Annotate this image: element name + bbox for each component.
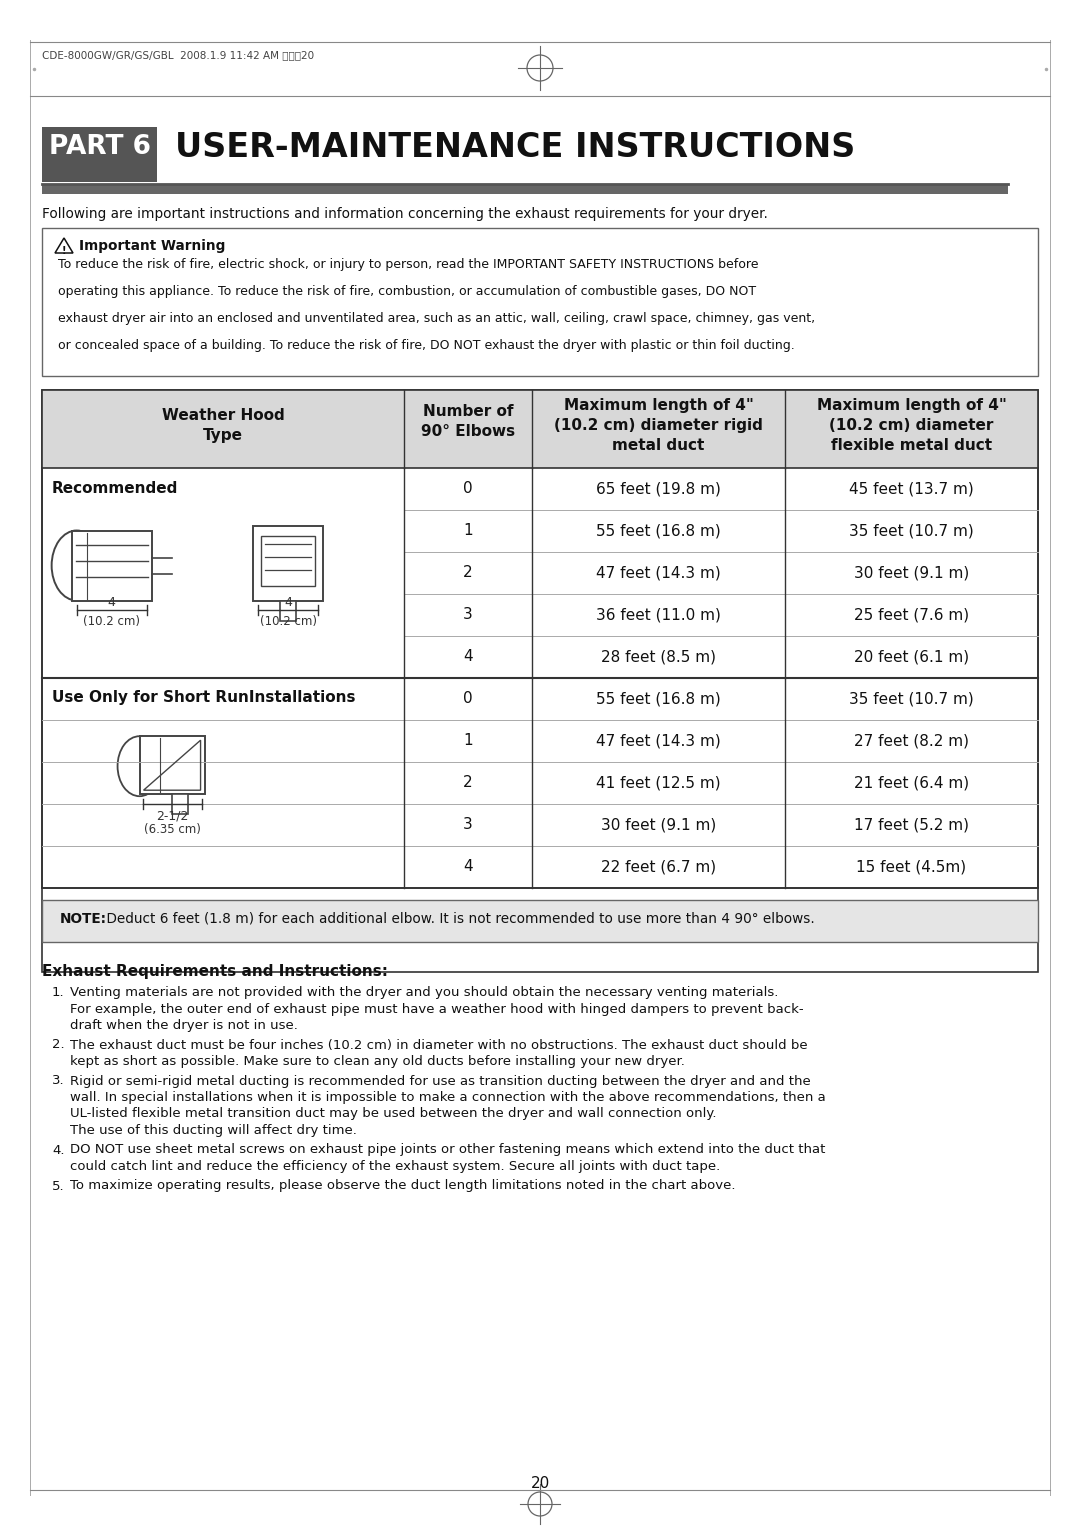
Text: Deduct 6 feet (1.8 m) for each additional elbow. It is not recommended to use mo: Deduct 6 feet (1.8 m) for each additiona… xyxy=(102,912,814,926)
Text: 47 feet (14.3 m): 47 feet (14.3 m) xyxy=(596,565,720,581)
Text: (6.35 cm): (6.35 cm) xyxy=(144,824,201,836)
Text: 2.: 2. xyxy=(52,1039,65,1051)
Text: 15 feet (4.5m): 15 feet (4.5m) xyxy=(856,859,967,874)
Text: 45 feet (13.7 m): 45 feet (13.7 m) xyxy=(849,481,974,497)
Text: USER-MAINTENANCE INSTRUCTIONS: USER-MAINTENANCE INSTRUCTIONS xyxy=(175,131,855,163)
Text: 25 feet (7.6 m): 25 feet (7.6 m) xyxy=(854,607,969,622)
Text: 21 feet (6.4 m): 21 feet (6.4 m) xyxy=(854,775,969,790)
Bar xyxy=(42,127,157,182)
Text: 3: 3 xyxy=(463,607,473,622)
Text: 65 feet (19.8 m): 65 feet (19.8 m) xyxy=(596,481,721,497)
Text: To reduce the risk of fire, electric shock, or injury to person, read the IMPORT: To reduce the risk of fire, electric sho… xyxy=(58,258,758,270)
Bar xyxy=(42,900,1038,941)
Text: draft when the dryer is not in use.: draft when the dryer is not in use. xyxy=(70,1019,298,1031)
Text: 55 feet (16.8 m): 55 feet (16.8 m) xyxy=(596,691,720,706)
Bar xyxy=(261,535,315,585)
Text: could catch lint and reduce the efficiency of the exhaust system. Secure all joi: could catch lint and reduce the efficien… xyxy=(70,1160,720,1174)
Bar xyxy=(280,601,296,620)
Text: Following are important instructions and information concerning the exhaust requ: Following are important instructions and… xyxy=(42,206,768,222)
Text: 0: 0 xyxy=(463,691,473,706)
Text: 20: 20 xyxy=(530,1476,550,1491)
Text: 4: 4 xyxy=(463,859,473,874)
Text: Number of
90° Elbows: Number of 90° Elbows xyxy=(421,403,515,439)
Text: Recommended: Recommended xyxy=(52,481,178,497)
Text: kept as short as possible. Make sure to clean any old ducts before installing yo: kept as short as possible. Make sure to … xyxy=(70,1054,685,1068)
Text: 36 feet (11.0 m): 36 feet (11.0 m) xyxy=(596,607,721,622)
Bar xyxy=(172,795,188,814)
Text: For example, the outer end of exhaust pipe must have a weather hood with hinged : For example, the outer end of exhaust pi… xyxy=(70,1002,804,1016)
Text: To maximize operating results, please observe the duct length limitations noted : To maximize operating results, please ob… xyxy=(70,1180,735,1192)
Text: 1.: 1. xyxy=(52,986,65,999)
Text: The use of this ducting will affect dry time.: The use of this ducting will affect dry … xyxy=(70,1125,356,1137)
Text: !: ! xyxy=(62,246,66,257)
Bar xyxy=(42,390,1038,888)
Text: 47 feet (14.3 m): 47 feet (14.3 m) xyxy=(596,733,720,749)
Text: The exhaust duct must be four inches (10.2 cm) in diameter with no obstructions.: The exhaust duct must be four inches (10… xyxy=(70,1039,808,1051)
Text: 41 feet (12.5 m): 41 feet (12.5 m) xyxy=(596,775,720,790)
Bar xyxy=(42,228,1038,376)
Text: DO NOT use sheet metal screws on exhaust pipe joints or other fastening means wh: DO NOT use sheet metal screws on exhaust… xyxy=(70,1143,825,1157)
Text: PART 6: PART 6 xyxy=(49,134,151,160)
Text: exhaust dryer air into an enclosed and unventilated area, such as an attic, wall: exhaust dryer air into an enclosed and u… xyxy=(58,312,815,325)
Text: 20 feet (6.1 m): 20 feet (6.1 m) xyxy=(854,649,969,665)
Text: 30 feet (9.1 m): 30 feet (9.1 m) xyxy=(854,565,969,581)
Text: (10.2 cm): (10.2 cm) xyxy=(83,616,140,628)
Bar xyxy=(71,530,151,601)
Text: Important Warning: Important Warning xyxy=(79,238,226,254)
Text: 1: 1 xyxy=(463,523,473,538)
Text: 4: 4 xyxy=(284,596,292,608)
Text: 4: 4 xyxy=(463,649,473,665)
Text: NOTE:: NOTE: xyxy=(60,912,107,926)
Text: Maximum length of 4"
(10.2 cm) diameter
flexible metal duct: Maximum length of 4" (10.2 cm) diameter … xyxy=(816,397,1007,452)
Text: 0: 0 xyxy=(463,481,473,497)
Text: Rigid or semi-rigid metal ducting is recommended for use as transition ducting b: Rigid or semi-rigid metal ducting is rec… xyxy=(70,1074,811,1088)
Bar xyxy=(42,183,1008,194)
Text: Maximum length of 4"
(10.2 cm) diameter rigid
metal duct: Maximum length of 4" (10.2 cm) diameter … xyxy=(554,397,762,452)
Text: Exhaust Requirements and Instructions:: Exhaust Requirements and Instructions: xyxy=(42,964,388,979)
Text: Venting materials are not provided with the dryer and you should obtain the nece: Venting materials are not provided with … xyxy=(70,986,779,999)
Text: UL-listed flexible metal transition duct may be used between the dryer and wall : UL-listed flexible metal transition duct… xyxy=(70,1108,716,1120)
Text: 4: 4 xyxy=(108,596,116,608)
Bar xyxy=(253,526,323,601)
Bar xyxy=(139,736,204,795)
Text: 4.: 4. xyxy=(52,1143,65,1157)
Text: 1: 1 xyxy=(463,733,473,749)
Text: 2: 2 xyxy=(463,565,473,581)
Text: 35 feet (10.7 m): 35 feet (10.7 m) xyxy=(849,523,974,538)
Text: operating this appliance. To reduce the risk of fire, combustion, or accumulatio: operating this appliance. To reduce the … xyxy=(58,286,756,298)
Text: 30 feet (9.1 m): 30 feet (9.1 m) xyxy=(600,817,716,833)
Text: 2-1/2: 2-1/2 xyxy=(156,810,188,822)
Text: wall. In special installations when it is impossible to make a connection with t: wall. In special installations when it i… xyxy=(70,1091,826,1105)
Text: 5.: 5. xyxy=(52,1180,65,1192)
Text: 3: 3 xyxy=(463,817,473,833)
Text: 3.: 3. xyxy=(52,1074,65,1088)
Text: 27 feet (8.2 m): 27 feet (8.2 m) xyxy=(854,733,969,749)
Bar xyxy=(42,390,1038,972)
Text: 35 feet (10.7 m): 35 feet (10.7 m) xyxy=(849,691,974,706)
Text: 17 feet (5.2 m): 17 feet (5.2 m) xyxy=(854,817,969,833)
Text: Weather Hood
Type: Weather Hood Type xyxy=(162,408,284,443)
Text: CDE-8000GW/GR/GS/GBL  2008.1.9 11:42 AM 페이지20: CDE-8000GW/GR/GS/GBL 2008.1.9 11:42 AM 페… xyxy=(42,50,314,60)
Text: 55 feet (16.8 m): 55 feet (16.8 m) xyxy=(596,523,720,538)
Text: 2: 2 xyxy=(463,775,473,790)
Text: 22 feet (6.7 m): 22 feet (6.7 m) xyxy=(600,859,716,874)
Text: (10.2 cm): (10.2 cm) xyxy=(259,616,316,628)
Text: Use Only for Short RunInstallations: Use Only for Short RunInstallations xyxy=(52,691,355,704)
Text: or concealed space of a building. To reduce the risk of fire, DO NOT exhaust the: or concealed space of a building. To red… xyxy=(58,339,795,351)
Text: 28 feet (8.5 m): 28 feet (8.5 m) xyxy=(600,649,716,665)
Bar xyxy=(42,390,1038,468)
